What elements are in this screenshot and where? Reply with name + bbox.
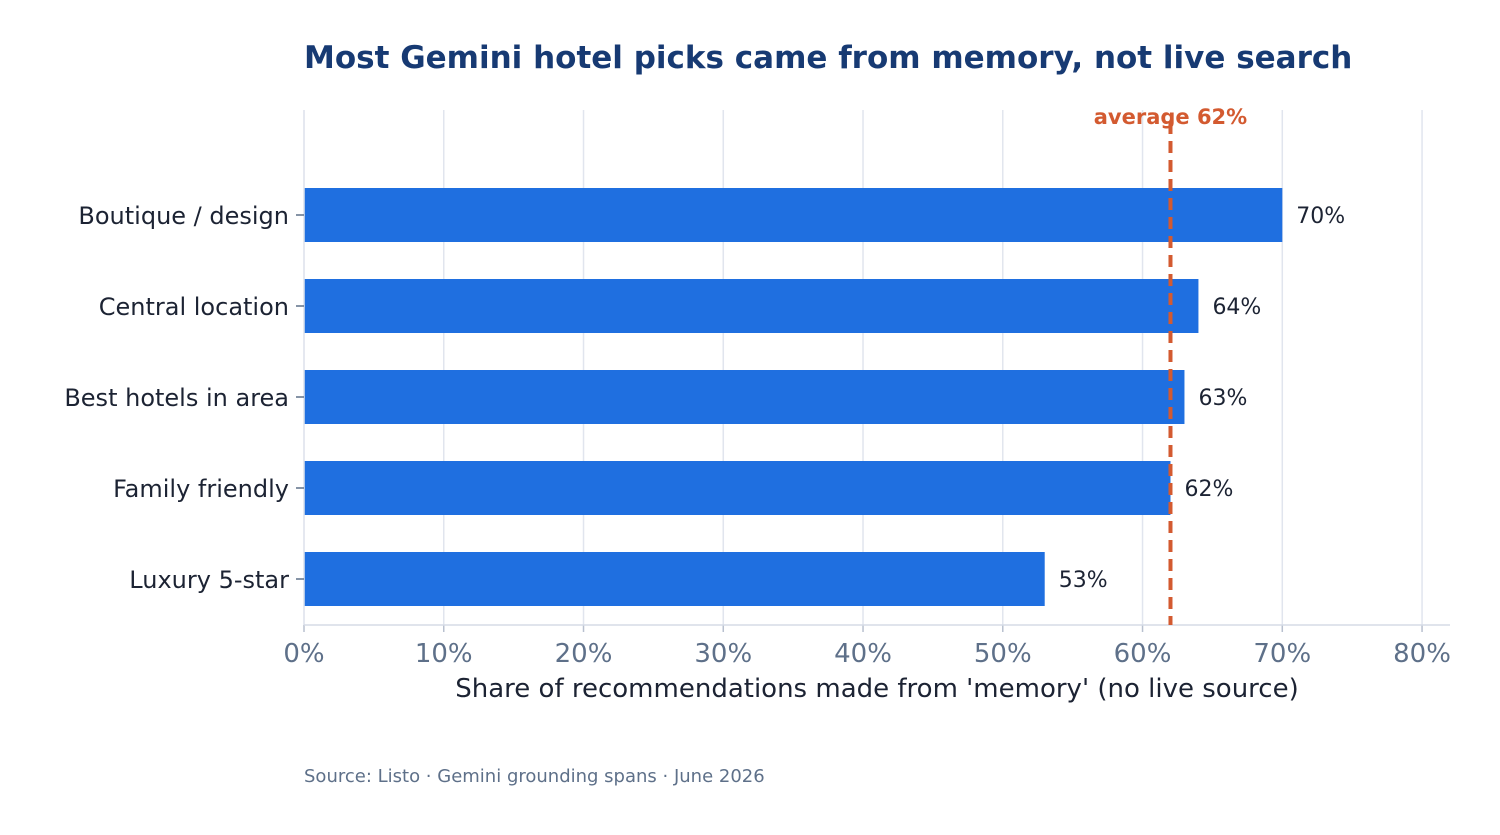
value-label: 63%	[1198, 386, 1247, 411]
x-tick-label: 0%	[283, 639, 324, 669]
bar	[304, 279, 1199, 333]
bar	[304, 552, 1045, 606]
grid-lines	[303, 110, 1423, 625]
value-label: 62%	[1184, 477, 1233, 502]
value-label: 64%	[1212, 295, 1261, 320]
x-tick-label: 10%	[415, 639, 473, 669]
bar	[304, 370, 1185, 424]
category-label: Boutique / design	[78, 202, 289, 230]
x-axis-label: Share of recommendations made from 'memo…	[455, 674, 1298, 704]
category-label: Central location	[99, 293, 289, 321]
x-tick-label: 50%	[974, 639, 1032, 669]
category-label: Family friendly	[113, 475, 289, 503]
x-tick-label: 40%	[834, 639, 892, 669]
x-tick-label: 20%	[555, 639, 613, 669]
source-note: Source: Listo · Gemini grounding spans ·…	[304, 766, 765, 787]
axes: 0% 10% 20% 30% 40% 50% 60% 70% 80%	[283, 110, 1451, 669]
labels: Boutique / design 70% Central location 64% B…	[64, 202, 1345, 594]
x-tick-label: 30%	[694, 639, 752, 669]
x-tick-label: 60%	[1114, 639, 1172, 669]
reference-line-group: average 62%	[1094, 105, 1247, 625]
bar	[304, 461, 1171, 515]
average-label: average 62%	[1094, 105, 1247, 129]
bar	[304, 188, 1283, 242]
x-tick-label: 70%	[1253, 639, 1311, 669]
value-label: 53%	[1059, 568, 1108, 593]
category-label: Best hotels in area	[64, 384, 289, 412]
x-tick-label: 80%	[1393, 639, 1451, 669]
category-label: Luxury 5-star	[129, 566, 289, 594]
value-label: 70%	[1296, 204, 1345, 229]
chart-title: Most Gemini hotel picks came from memory…	[304, 40, 1353, 76]
bars	[304, 188, 1283, 606]
